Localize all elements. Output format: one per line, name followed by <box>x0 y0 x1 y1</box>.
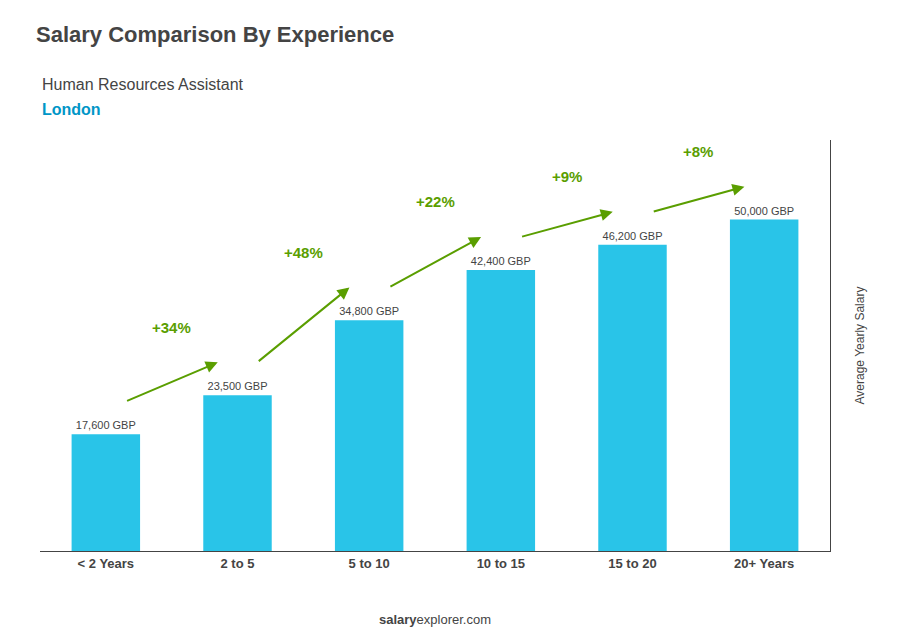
svg-text:London: London <box>42 101 101 118</box>
svg-text:5 to 10: 5 to 10 <box>349 556 390 571</box>
svg-text:42,400 GBP: 42,400 GBP <box>471 255 531 267</box>
svg-text:salaryexplorer.com: salaryexplorer.com <box>379 612 491 627</box>
svg-text:34,800 GBP: 34,800 GBP <box>339 305 399 317</box>
svg-text:23,500 GBP: 23,500 GBP <box>208 380 268 392</box>
svg-text:50,000 GBP: 50,000 GBP <box>734 205 794 217</box>
svg-text:Salary Comparison By Experienc: Salary Comparison By Experience <box>36 22 394 47</box>
svg-text:+8%: +8% <box>683 143 713 160</box>
svg-text:46,200 GBP: 46,200 GBP <box>603 230 663 242</box>
svg-text:2 to 5: 2 to 5 <box>221 556 255 571</box>
svg-text:+9%: +9% <box>552 168 582 185</box>
svg-text:20+ Years: 20+ Years <box>734 556 794 571</box>
svg-text:15 to 20: 15 to 20 <box>608 556 656 571</box>
svg-text:< 2 Years: < 2 Years <box>78 556 135 571</box>
svg-text:Human Resources Assistant: Human Resources Assistant <box>42 76 244 93</box>
svg-text:17,600 GBP: 17,600 GBP <box>76 419 136 431</box>
svg-text:10 to 15: 10 to 15 <box>477 556 525 571</box>
svg-text:+34%: +34% <box>152 319 191 336</box>
svg-text:+22%: +22% <box>416 193 455 210</box>
svg-text:Average Yearly Salary: Average Yearly Salary <box>853 287 867 405</box>
svg-text:+48%: +48% <box>284 244 323 261</box>
